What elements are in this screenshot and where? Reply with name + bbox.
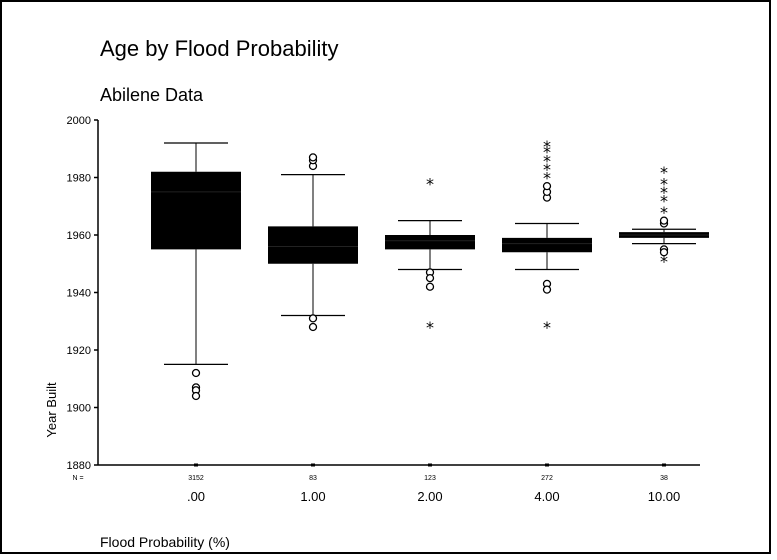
y-tick-label: 1920 [67, 345, 91, 357]
extreme-point: * [543, 169, 551, 188]
box-iqr [385, 235, 475, 250]
x-axis-label: Flood Probability (%) [100, 534, 230, 550]
extreme-point: * [660, 203, 668, 222]
outlier-point [542, 181, 552, 191]
n-prefix-label: N = [72, 475, 83, 482]
category-label: 2.00 [417, 489, 442, 504]
extreme-point: * [660, 163, 668, 182]
category-label: .00 [187, 489, 205, 504]
y-axis-label: Year Built [44, 382, 59, 438]
n-count-label: 38 [660, 475, 668, 482]
extreme-point: * [543, 151, 551, 170]
n-count-label: 123 [424, 475, 436, 482]
outlier-point [425, 282, 435, 291]
y-tick-label: 2000 [67, 115, 91, 127]
extreme-point: * [660, 252, 668, 271]
category-label: 4.00 [534, 489, 559, 504]
extreme-point: * [426, 174, 434, 193]
extreme-point: * [660, 183, 668, 202]
extreme-point: * [660, 174, 668, 193]
extreme-point: * [660, 192, 668, 211]
chart-subtitle: Abilene Data [100, 85, 204, 105]
box-iqr [502, 237, 592, 253]
n-count-label: 83 [309, 475, 317, 482]
outlier-point [308, 322, 318, 332]
category-label: 1.00 [300, 489, 325, 504]
n-count-label: 272 [541, 475, 553, 482]
y-tick-label: 1980 [67, 173, 91, 185]
extreme-point: * [543, 160, 551, 179]
outlier-point [542, 285, 552, 294]
outlier-point [659, 248, 669, 257]
outlier-point [191, 391, 201, 401]
outlier-point [425, 273, 435, 283]
y-tick-label: 1900 [67, 403, 91, 415]
box-iqr [151, 171, 241, 250]
box-iqr [268, 226, 358, 264]
chart-title: Age by Flood Probability [100, 36, 339, 61]
extreme-point: * [543, 143, 551, 162]
extreme-point: * [426, 318, 434, 337]
outlier-point [191, 368, 201, 378]
extreme-point: * [543, 137, 551, 156]
n-count-label: 3152 [188, 475, 204, 482]
outlier-point [308, 314, 318, 323]
outlier-point [659, 216, 669, 225]
extreme-point: * [543, 318, 551, 337]
category-label: 10.00 [648, 489, 681, 504]
y-tick-label: 1940 [67, 288, 91, 300]
outlier-point [308, 153, 318, 162]
y-tick-label: 1960 [67, 230, 91, 242]
y-tick-label: 1880 [67, 460, 91, 472]
